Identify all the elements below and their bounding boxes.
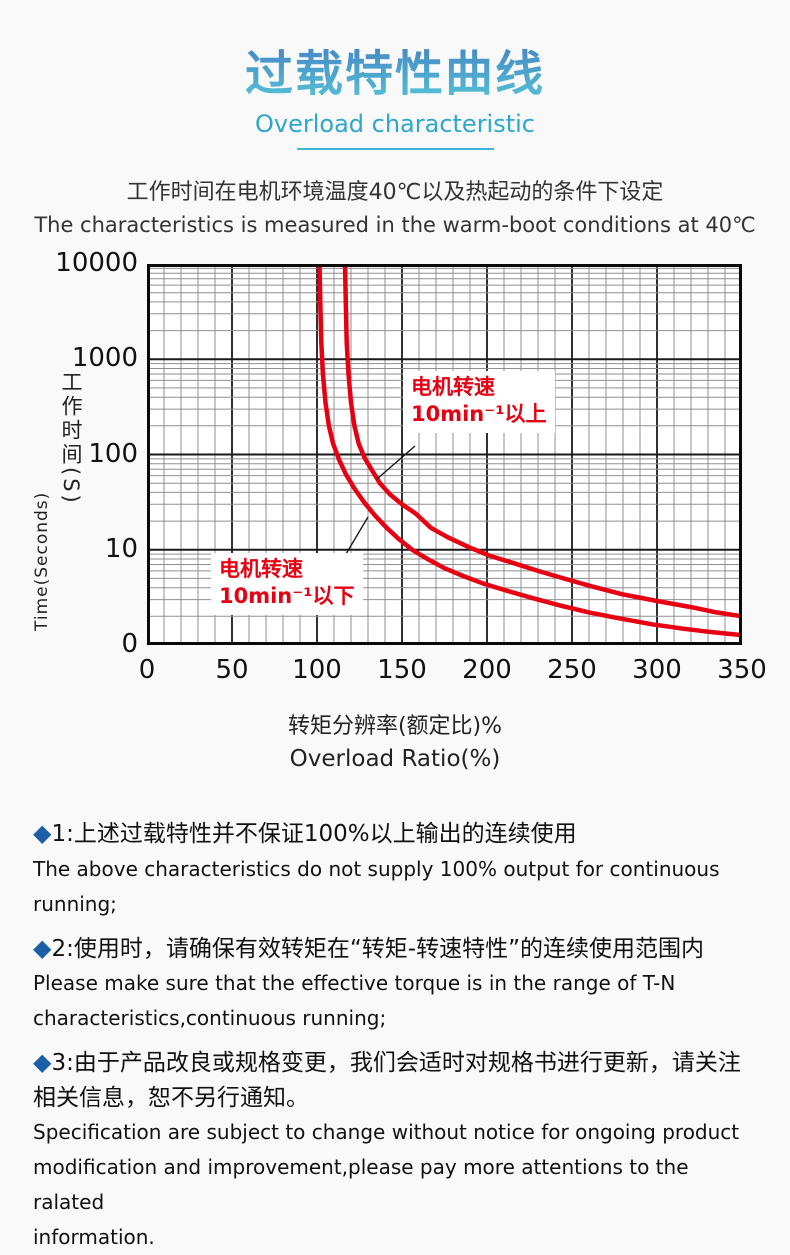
overload-chart: 10000 1000 100 10 0 0 50 100 150 200 250 300 350 Ti… (0, 248, 790, 785)
x-tick-label: 100 (292, 655, 342, 686)
y-tick-label: 1000 (71, 343, 138, 374)
plot-frame (147, 264, 742, 646)
note-number: 3: (51, 1050, 74, 1077)
y-tick-label: 100 (88, 438, 138, 469)
annotation-speed-above: 电机转速 10min⁻¹以上 (403, 371, 555, 433)
intro-text: 工作时间在电机环境温度40℃以及热起动的条件下设定 The characteri… (0, 178, 790, 239)
diamond-icon: ◆ (33, 933, 52, 962)
annotation-leaders (342, 445, 416, 560)
page-title: 过载特性曲线 (245, 34, 545, 104)
x-tick-label: 0 (138, 655, 156, 686)
x-tick-label: 300 (632, 655, 682, 686)
note-2-en-1: Please make sure that the effective torq… (33, 971, 676, 996)
annotation-line2: 10min⁻¹以上 (411, 402, 547, 427)
note-text: 由于产品改良或规格变更，我们会适时对规格书进行更新，请关注相关信息，恕不另行通知… (33, 1050, 741, 1111)
intro-line-cn: 工作时间在电机环境温度40℃以及热起动的条件下设定 (126, 180, 664, 205)
note-3-en-3: information. (33, 1225, 155, 1250)
x-tick-label: 350 (717, 655, 767, 686)
note-number: 1: (51, 821, 74, 848)
x-tick-label: 250 (547, 655, 597, 686)
diamond-icon: ◆ (33, 1048, 52, 1077)
annotation-line1: 电机转速 (219, 557, 303, 582)
note-number: 2: (51, 935, 74, 962)
page-subtitle: Overload characteristic (254, 110, 536, 138)
diamond-icon: ◆ (33, 819, 52, 848)
x-tick-label: 50 (215, 655, 249, 686)
notes-section: ◆1:上述过载特性并不保证100%以上输出的连续使用 The above cha… (33, 815, 760, 1255)
x-axis-title: 转矩分辨率(额定比)% Overload Ratio(%) (0, 708, 790, 772)
annotation-line1: 电机转速 (411, 375, 495, 400)
note-1-en: The above characteristics do not supply … (33, 856, 720, 916)
note-2-en-2: characteristics,continuous running; (33, 1006, 387, 1031)
y-tick-label: 10000 (55, 248, 138, 279)
note-2-cn: ◆2:使用时，请确保有效转矩在“转矩-转速特性”的连续使用范围内 (33, 930, 760, 967)
y-tick-label: 0 (121, 629, 138, 660)
curve (317, 264, 742, 638)
x-axis-title-cn: 转矩分辨率(额定比)% (287, 714, 503, 740)
note-3-cn: ◆3:由于产品改良或规格变更，我们会适时对规格书进行更新，请关注相关信息，恕不另… (33, 1044, 760, 1115)
header: 过载特性曲线 Overload characteristic (0, 0, 790, 150)
note-text: 使用时，请确保有效转矩在“转矩-转速特性”的连续使用范围内 (73, 935, 704, 962)
note-3-en-1: Specification are subject to change with… (33, 1120, 740, 1145)
annotation-speed-below: 电机转速 10min⁻¹以下 (211, 553, 363, 615)
note-text: 上述过载特性并不保证100%以上输出的连续使用 (73, 821, 577, 848)
note-1-cn: ◆1:上述过载特性并不保证100%以上输出的连续使用 (33, 815, 760, 852)
overload-curves (317, 264, 742, 638)
intro-line-en: The characteristics is measured in the w… (34, 212, 756, 237)
annotation-line2: 10min⁻¹以下 (219, 584, 355, 609)
y-tick-label: 10 (104, 533, 138, 564)
title-underline (296, 148, 494, 150)
x-axis-title-en: Overload Ratio(%) (289, 746, 501, 773)
curve (342, 264, 742, 619)
y-axis-title-cn: 工作时间(S) (59, 371, 83, 506)
note-3-en-2: modification and improvement,please pay … (33, 1155, 689, 1215)
x-tick-label: 150 (377, 655, 427, 686)
y-axis-title-en: Time(Seconds) (32, 491, 52, 632)
x-tick-label: 200 (462, 655, 512, 686)
